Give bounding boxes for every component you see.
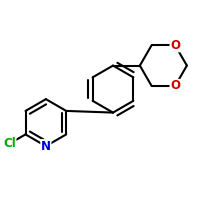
- Text: O: O: [170, 39, 180, 52]
- Text: N: N: [41, 140, 51, 153]
- Text: Cl: Cl: [3, 137, 16, 150]
- Text: O: O: [170, 79, 180, 92]
